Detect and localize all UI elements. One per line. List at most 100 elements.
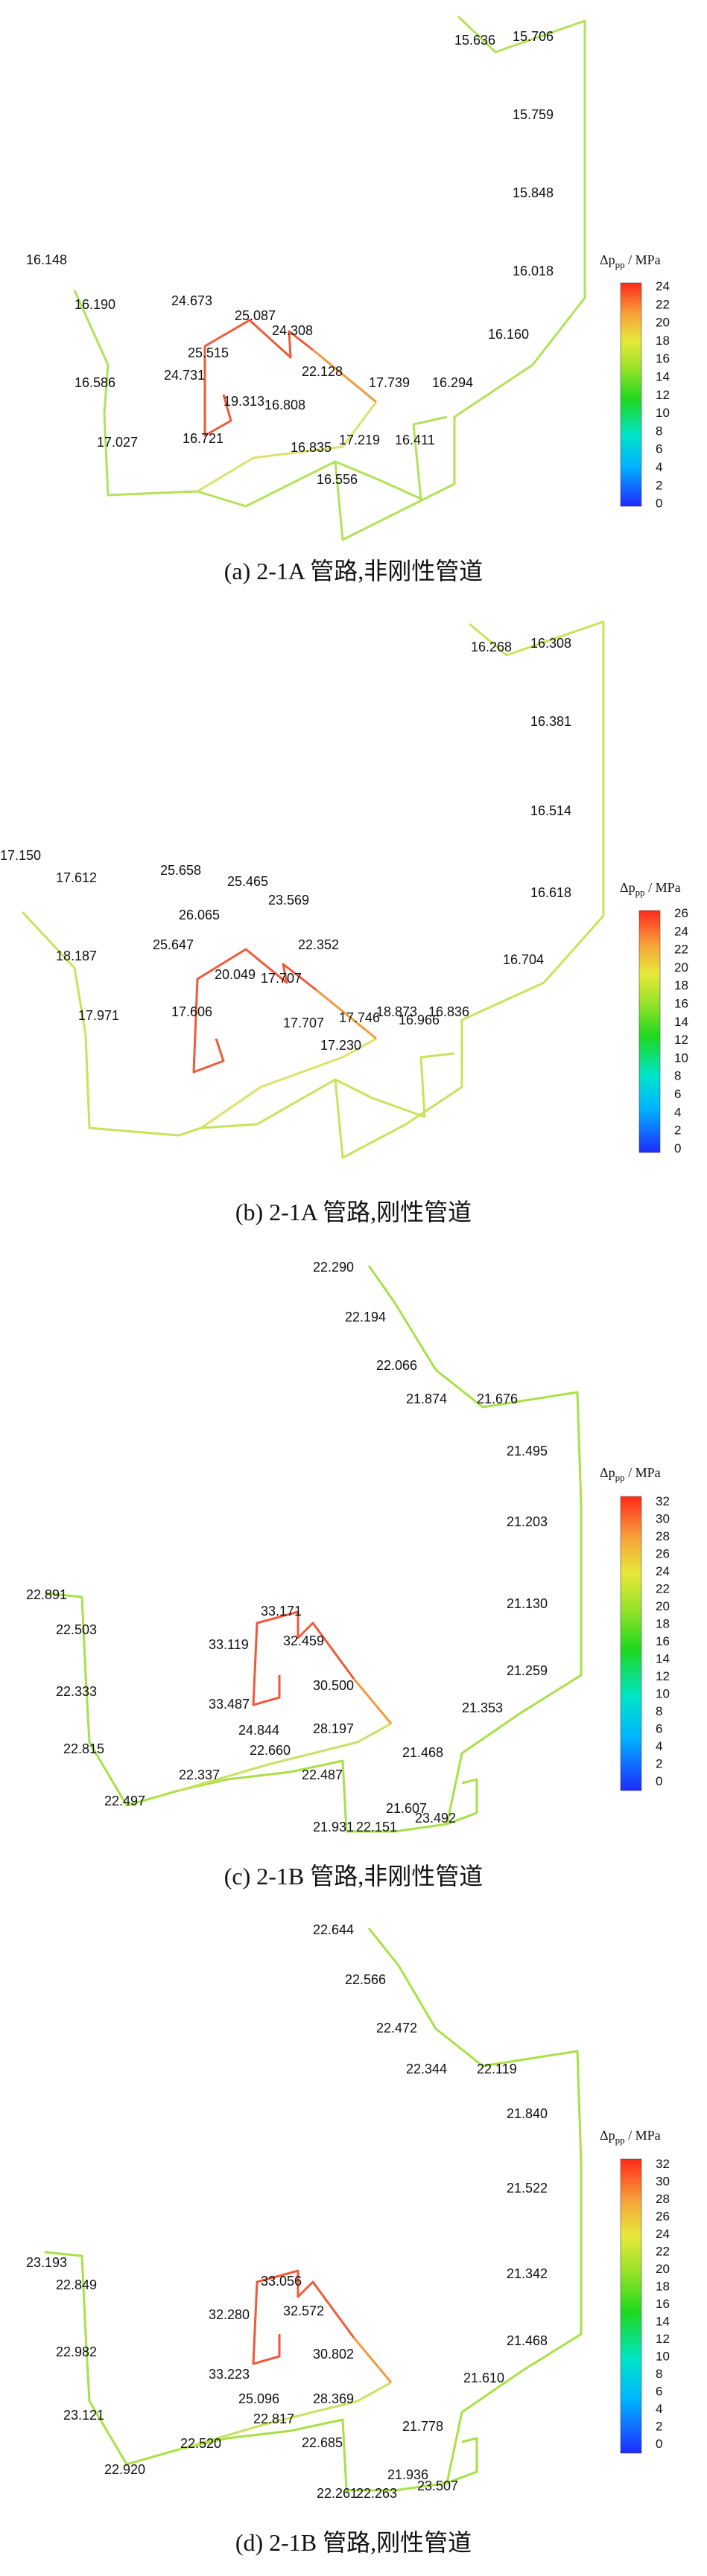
pipe-diagram-a: 15.636 15.706 15.759 15.848 16.018 16.160 16.2… [26,15,670,541]
pipe-segment [252,1610,355,1706]
colorbar-tick-label: 28 [656,2192,670,2206]
pressure-value-label: 33.056 [261,2274,302,2289]
pressure-value-label: 16.556 [317,472,358,487]
colorbar-tick-label: 16 [656,2297,670,2311]
caption-d: (d) 2-1B 管路,刚性管道 [235,2529,472,2556]
colorbar-tick-label: 10 [656,2350,670,2364]
pipe-segment [446,1778,478,1826]
colorbar-tick-label: 16 [674,997,688,1011]
pressure-value-label: 22.128 [302,364,343,379]
pressure-value-label: 28.369 [313,2391,354,2406]
pressure-value-label: 21.778 [402,2419,443,2434]
pressure-value-label: 23.193 [26,2255,67,2270]
pipe-segment [352,1678,393,1724]
colorbar-tick-label: 24 [656,1564,670,1578]
pressure-value-label: 21.342 [507,2266,548,2281]
pressure-value-label: 33.119 [209,1637,249,1652]
colorbar-tick-label: 14 [656,370,670,384]
pressure-value-label: 22.660 [250,1743,291,1758]
colorbar-tick-label: 20 [656,1599,670,1613]
colorbar-tick-label: 6 [674,1087,681,1101]
pressure-value-label: 23.492 [415,1811,456,1826]
colorbar-tick-label: 8 [656,424,662,438]
colorbar-tick-label: 22 [656,2245,670,2259]
colorbar-tick-label: 10 [674,1051,688,1065]
colorbar-tick-label: 26 [656,2210,670,2224]
colorbar-tick-label: 14 [656,2315,670,2329]
colorbar-tick-label: 18 [656,2280,670,2294]
pipe-segment [252,2269,355,2365]
pressure-value-label: 21.259 [507,1663,548,1678]
pressure-value-label: 17.027 [97,435,138,450]
pressure-value-label: 21.607 [386,1801,427,1816]
colorbar-tick-label: 20 [674,960,688,975]
pressure-value-label: 18.873 [376,1004,417,1019]
pressure-value-label: 33.487 [209,1697,250,1712]
pressure-value-label: 22.644 [313,1922,354,1937]
pressure-value-label: 32.572 [283,2304,324,2318]
pressure-value-label: 22.566 [345,1972,386,1987]
pipe-segment [73,15,586,541]
pressure-value-label: 23.569 [268,893,309,908]
pressure-value-label: 16.618 [530,885,571,900]
pressure-value-label: 26.065 [179,908,220,922]
pipe-segment [316,989,377,1040]
pressure-value-label: 33.171 [261,1604,302,1619]
pressure-value-label: 25.087 [235,308,276,323]
pipe-segment [178,1722,392,1792]
pressure-value-label: 21.610 [463,2371,504,2385]
pressure-value-label: 22.151 [356,1820,397,1834]
colorbar-tick-label: 6 [656,442,662,456]
pressure-value-label: 17.150 [0,848,41,863]
colorbar-tick-label: 14 [656,1652,670,1666]
pressure-value-label: 22.487 [302,1767,343,1782]
pressure-value-label: 22.119 [477,2062,517,2076]
colorbar-gradient [620,282,642,507]
colorbar-tick-label: 18 [656,334,670,348]
colorbar-tick-label: 6 [656,2385,662,2399]
colorbar-tick-label: 32 [656,1494,670,1508]
colorbar-unit: Δppp / MPa [620,880,681,898]
colorbar-tick-label: 0 [656,1774,662,1788]
colorbar-tick-label: 0 [656,2437,662,2451]
colorbar-tick-label: 8 [674,1069,681,1083]
pipe-segment [21,620,605,1159]
caption-b: (b) 2-1A 管路,刚性管道 [235,1199,472,1225]
colorbar-tick-label: 2 [674,1123,681,1138]
pressure-value-label: 22.685 [302,2435,343,2450]
colorbar-gradient [620,2158,642,2454]
colorbar-tick-label: 8 [656,2367,662,2381]
colorbar-tick-label: 14 [674,1015,688,1029]
pressure-value-label: 22.290 [313,1260,354,1275]
colorbar-tick-label: 10 [656,1687,670,1701]
pressure-value-label: 21.468 [402,1745,443,1760]
pressure-value-label: 22.337 [179,1767,220,1782]
pressure-value-label: 20.049 [215,967,256,982]
colorbar-tick-label: 2 [656,2420,662,2434]
pipe-segment [197,401,378,493]
pressure-value-label: 16.294 [432,375,473,390]
pressure-value-label: 22.982 [56,2344,97,2359]
pressure-value-label: 17.971 [78,1008,119,1023]
pressure-value-label: 21.353 [462,1700,503,1715]
pressure-value-label: 24.731 [164,368,205,383]
pressure-value-label: 22.497 [104,1794,145,1808]
pressure-value-label: 22.194 [345,1310,386,1324]
pipe-segment [335,1052,455,1118]
pressure-value-label: 22.261 [317,2486,358,2501]
pressure-value-label: 21.931 [313,1820,354,1834]
pressure-value-label: 16.268 [471,640,512,654]
pressure-value-label: 15.636 [454,33,495,48]
colorbar-tick-label: 20 [656,2262,670,2276]
pressure-value-label: 25.647 [153,937,194,952]
colorbar-tick-label: 4 [674,1105,681,1119]
caption-a: (a) 2-1A 管路,非刚性管道 [223,558,484,584]
panel-a: 15.636 15.706 15.759 15.848 16.018 16.160 16.2… [0,0,707,596]
colorbar-tick-label: 10 [656,406,670,420]
pipe-segment [203,319,314,437]
pressure-value-label: 22.066 [376,1358,417,1373]
pressure-value-label: 21.936 [387,2467,428,2482]
